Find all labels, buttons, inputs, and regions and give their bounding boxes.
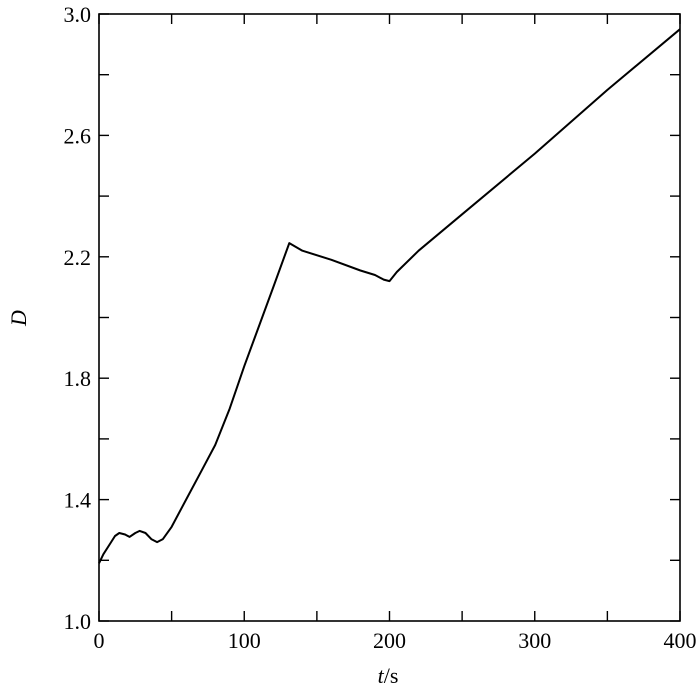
axes — [98, 13, 681, 622]
y-tick-label: 2.6 — [64, 123, 92, 148]
plot-frame — [98, 13, 681, 622]
y-tick-label: 1.8 — [64, 366, 92, 391]
y-tick-label: 3.0 — [64, 2, 92, 27]
x-tick-label: 200 — [373, 628, 406, 653]
x-axis-label-var: t — [378, 663, 385, 688]
x-axis-label-unit: /s — [384, 663, 399, 688]
y-axis-label: D — [6, 310, 31, 327]
x-tick-label: 100 — [228, 628, 261, 653]
tick-labels: 0 100 200 300 400 1.0 1.4 1.8 2.2 2.6 3.0 — [64, 2, 697, 653]
x-axis-label: t/s — [378, 663, 399, 688]
x-tick-label: 400 — [664, 628, 697, 653]
y-tick-label: 2.2 — [64, 245, 92, 270]
ticks — [98, 13, 681, 622]
y-tick-label: 1.0 — [64, 609, 92, 634]
x-tick-label: 0 — [94, 628, 105, 653]
series-line — [98, 28, 681, 564]
x-tick-label: 300 — [518, 628, 551, 653]
y-tick-label: 1.4 — [64, 488, 92, 513]
